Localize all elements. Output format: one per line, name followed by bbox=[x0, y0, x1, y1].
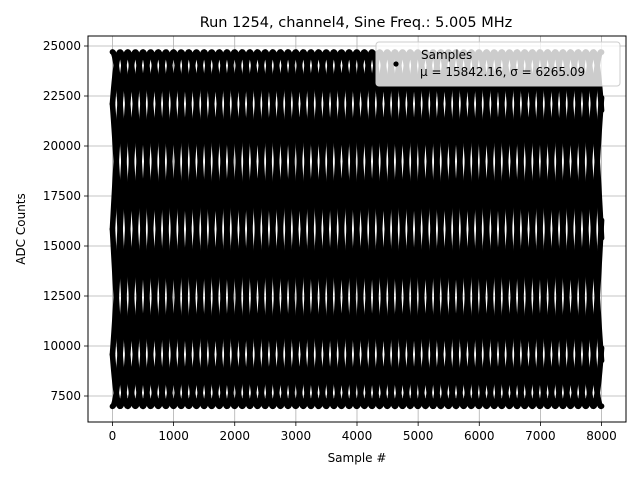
x-axis-label: Sample # bbox=[328, 451, 387, 465]
x-tick-label: 0 bbox=[109, 429, 117, 443]
y-tick-label: 17500 bbox=[43, 189, 81, 203]
x-tick-label: 8000 bbox=[586, 429, 617, 443]
y-tick-label: 22500 bbox=[43, 89, 81, 103]
y-tick-label: 20000 bbox=[43, 139, 81, 153]
x-tick-label: 3000 bbox=[281, 429, 312, 443]
y-tick-label: 15000 bbox=[43, 239, 81, 253]
y-tick-label: 12500 bbox=[43, 289, 81, 303]
legend-marker bbox=[393, 61, 399, 67]
y-tick-label: 7500 bbox=[50, 389, 81, 403]
x-tick-label: 7000 bbox=[525, 429, 556, 443]
chart-title: Run 1254, channel4, Sine Freq.: 5.005 MH… bbox=[200, 15, 513, 31]
axis-ticks: 0 1000 2000 3000 4000 5000 6000 7000 8000 7500 100… bbox=[43, 39, 617, 443]
x-tick-label: 4000 bbox=[342, 429, 373, 443]
legend-box bbox=[375, 41, 621, 87]
sample-trace bbox=[109, 49, 605, 410]
y-axis-label: ADC Counts bbox=[14, 193, 28, 265]
sample-trace bbox=[109, 49, 605, 410]
legend: Samples μ = 15842.16, σ = 6265.09 bbox=[375, 41, 621, 87]
x-tick-label: 6000 bbox=[464, 429, 495, 443]
x-tick-label: 5000 bbox=[403, 429, 434, 443]
x-tick-label: 1000 bbox=[158, 429, 189, 443]
y-tick-label: 25000 bbox=[43, 39, 81, 53]
legend-series-label: Samples bbox=[421, 48, 472, 62]
legend-stats-label: μ = 15842.16, σ = 6265.09 bbox=[420, 65, 585, 79]
x-tick-label: 2000 bbox=[219, 429, 250, 443]
y-tick-label: 10000 bbox=[43, 339, 81, 353]
